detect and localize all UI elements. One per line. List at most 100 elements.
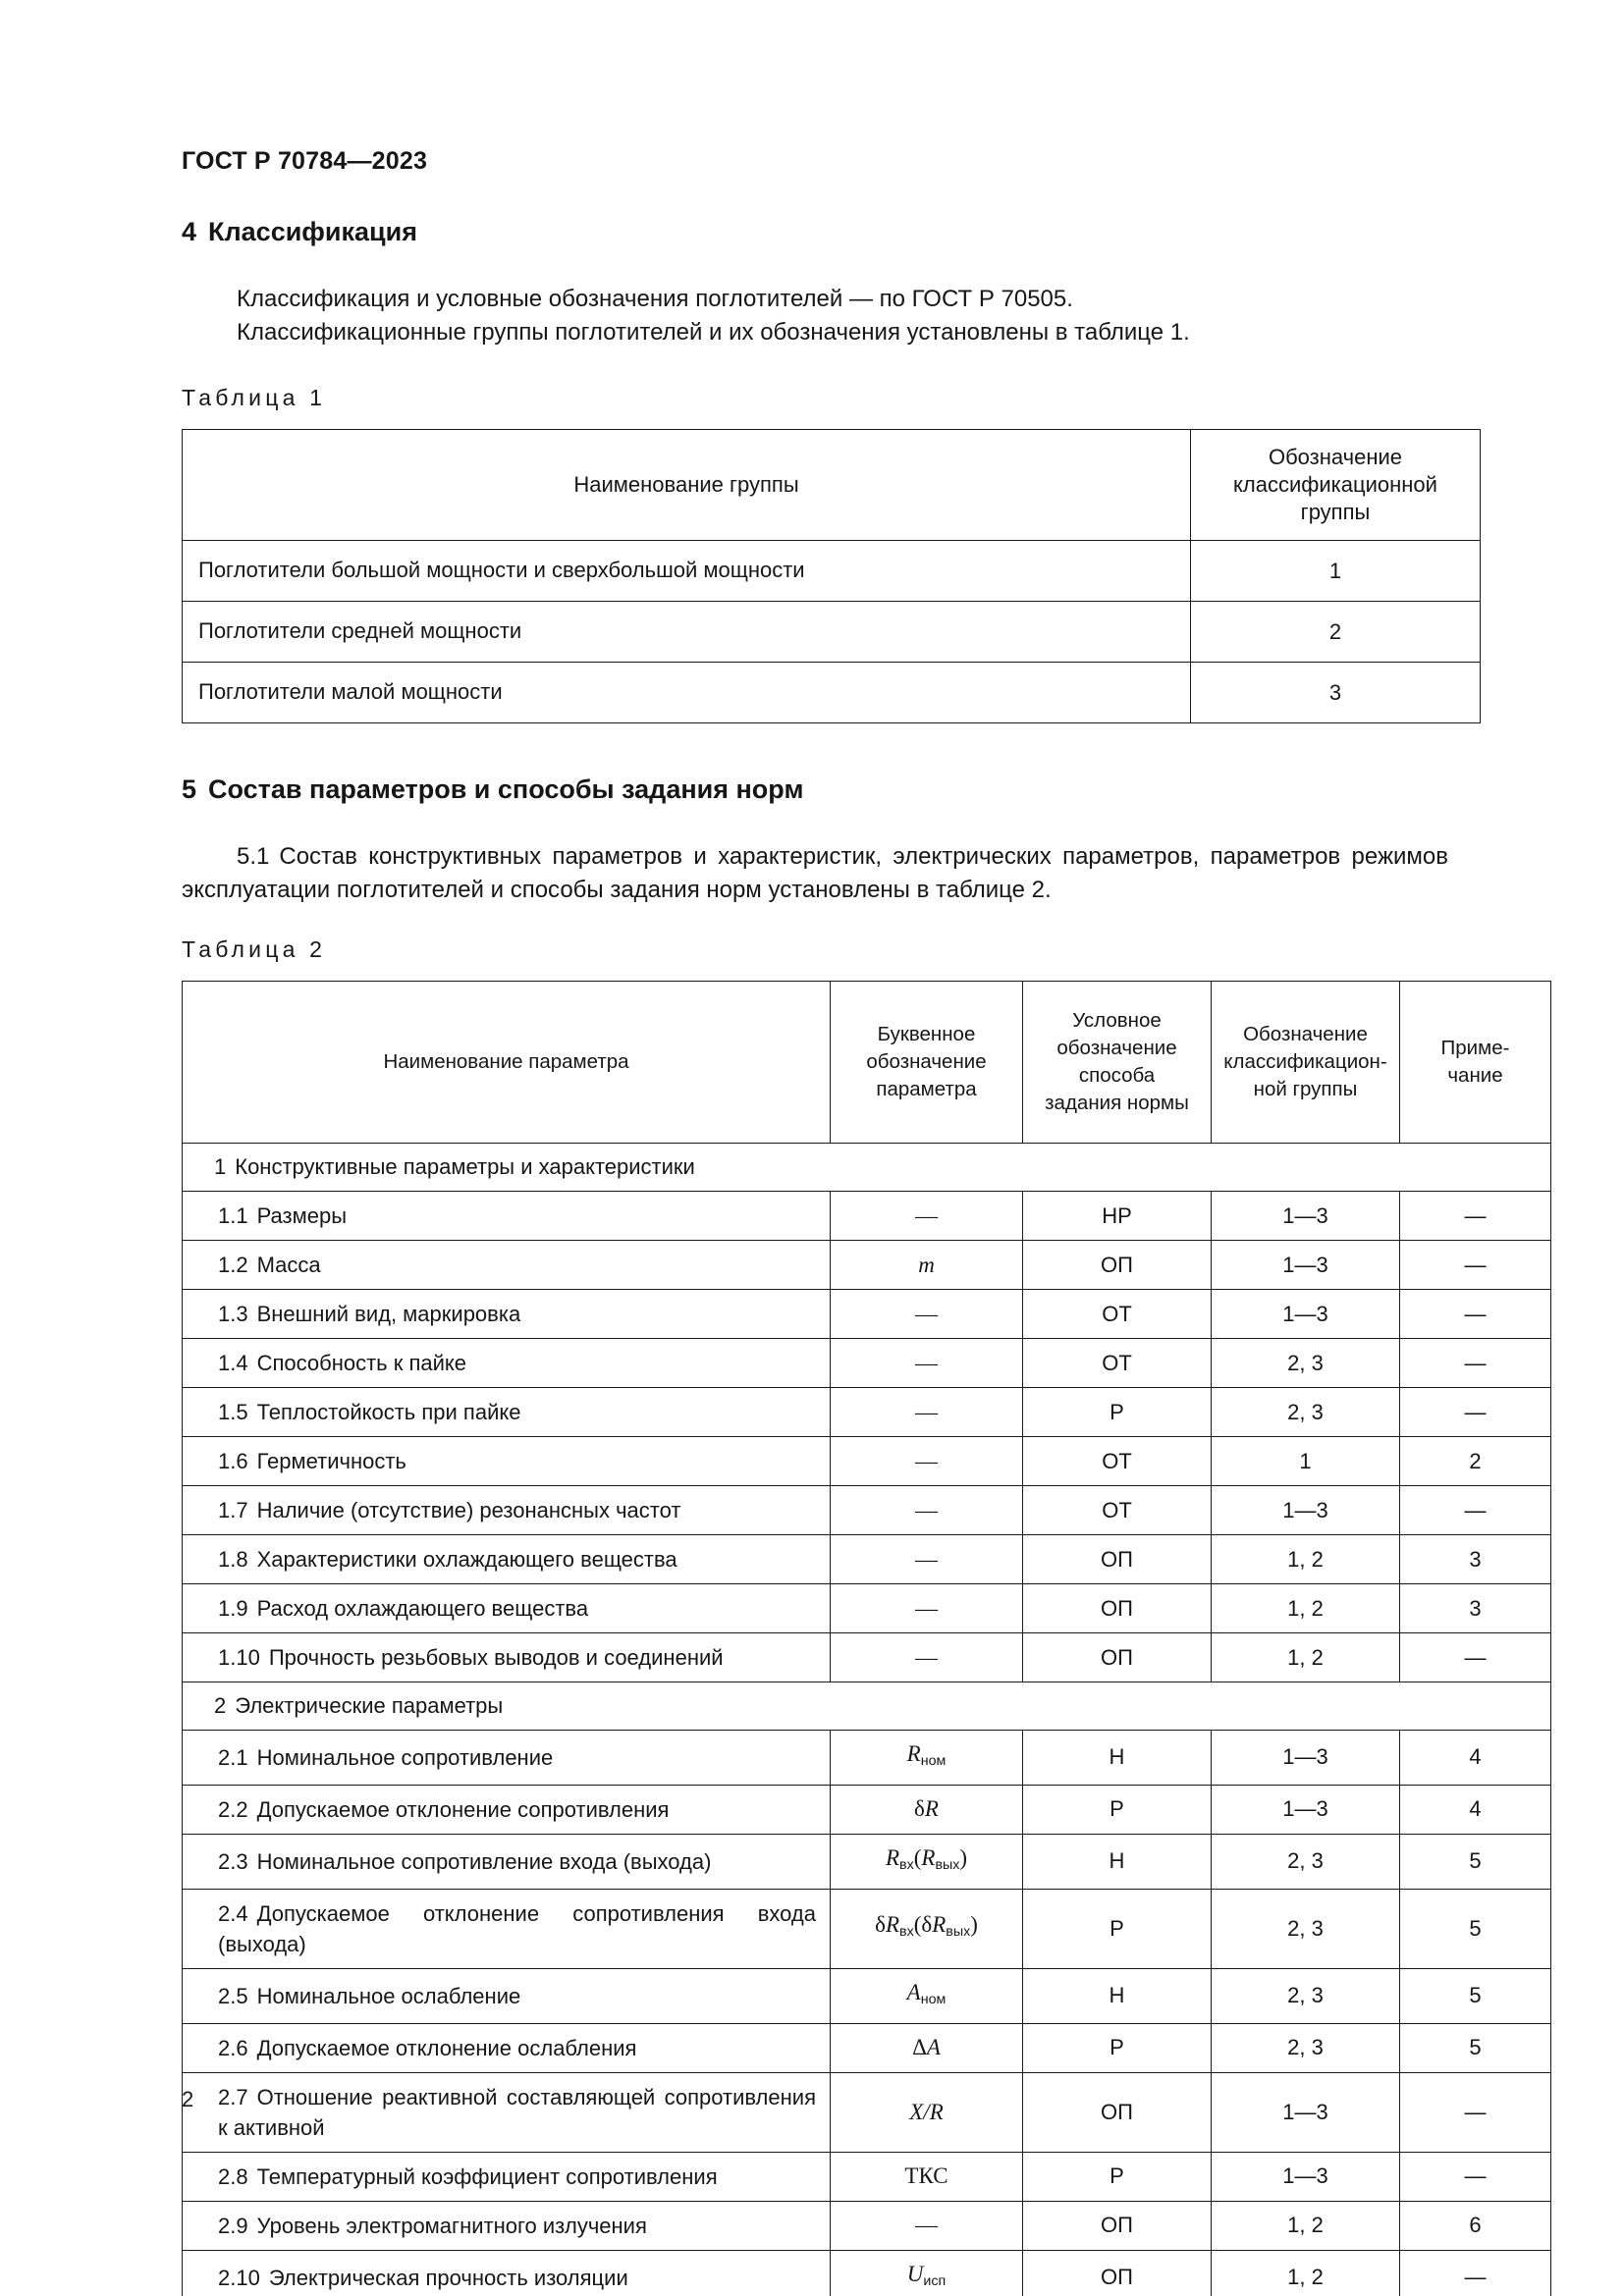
group-number: 2: [214, 1693, 227, 1718]
letter-designation-cell: ΔA: [830, 2022, 1023, 2073]
parameter-label: Масса: [256, 1253, 321, 1277]
table-1-caption: Таблица 1: [182, 385, 327, 410]
note-cell: 3: [1399, 1583, 1551, 1633]
table-group-heading-row: 1 Конструктивные параметры и характеристи…: [182, 1143, 1551, 1192]
header-line: ной группы: [1253, 1078, 1358, 1100]
parameter-number: 1.5: [218, 1400, 248, 1424]
header-line: Приме-: [1440, 1037, 1510, 1059]
parameter-label: Допускаемое отклонение ослабления: [256, 2035, 637, 2060]
table-row: 1.3 Внешний вид, маркировка — ОТ 1—3—: [182, 1289, 1551, 1339]
section-4-heading: 4 Классификация: [182, 217, 1448, 247]
section-4-paragraph-1-text: Классификация и условные обозначения пог…: [237, 286, 1073, 312]
parameter-name-cell: 2.4 Допускаемое отклонение сопротивления …: [182, 1888, 831, 1969]
table-1-head: Наименование группы Обозначение классифи…: [182, 429, 1481, 541]
norm-method-cell: Р: [1022, 1888, 1212, 1969]
parameter-number: 2.2: [218, 1796, 248, 1822]
parameter-label: Характеристики охлаждающего вещества: [256, 1547, 677, 1572]
norm-method-cell: ОТ: [1022, 1436, 1212, 1486]
note-cell: —: [1399, 1387, 1551, 1437]
running-header: ГОСТ Р 70784—2023: [182, 147, 428, 175]
table-row: Поглотители средней мощности 2: [182, 601, 1481, 663]
section-5-title: Состав параметров и способы задания норм: [208, 774, 804, 804]
note-cell: 4: [1399, 1784, 1551, 1835]
parameter-name-cell: 1.4 Способность к пайке: [182, 1338, 831, 1388]
class-group-cell: 1—3: [1211, 1240, 1400, 1290]
letter-designation-cell: X/R: [830, 2071, 1023, 2153]
parameter-number: 2.1: [218, 1744, 248, 1770]
group-name-cell: Поглотители малой мощности: [182, 662, 1191, 723]
parameter-label: Внешний вид, маркировка: [256, 1302, 521, 1326]
class-group-cell: 1—3: [1211, 2151, 1400, 2202]
table-row: 1.5 Теплостойкость при пайке — Р 2, 3—: [182, 1387, 1551, 1437]
class-group-cell: 1: [1211, 1436, 1400, 1486]
parameter-name-cell: 2.7 Отношение реактивной составляющей соп…: [182, 2071, 831, 2153]
group-title: Конструктивные параметры и характеристик…: [235, 1154, 695, 1179]
norm-method-cell: Н: [1022, 1967, 1212, 2024]
section-4-number: 4: [182, 217, 197, 246]
norm-method-cell: Н: [1022, 1833, 1212, 1890]
table-2-header-norm-method: Условное обозначение способа задания нормы: [1022, 981, 1212, 1144]
note-cell: —: [1399, 1632, 1551, 1682]
note-cell: —: [1399, 2249, 1551, 2296]
parameter-label: Электрическая прочность изоляции: [268, 2265, 628, 2290]
note-cell: —: [1399, 2071, 1551, 2153]
table-1-body: Поглотители большой мощности и сверхболь…: [182, 540, 1481, 723]
parameter-label: Температурный коэффициент сопротивления: [256, 2163, 718, 2189]
table-2-head: Наименование параметра Буквенное обозначе…: [182, 981, 1551, 1144]
parameter-name-cell: 1.3 Внешний вид, маркировка: [182, 1289, 831, 1339]
table-row: 2.7 Отношение реактивной составляющей соп…: [182, 2071, 1551, 2153]
norm-method-cell: Н: [1022, 1730, 1212, 1786]
parameter-label: Уровень электромагнитного излучения: [256, 2213, 647, 2238]
note-cell: —: [1399, 1240, 1551, 1290]
parameter-number: 1.8: [218, 1547, 248, 1572]
table-row: 1.10 Прочность резьбовых выводов и соедин…: [182, 1632, 1551, 1682]
letter-designation-cell: —: [830, 1338, 1023, 1388]
parameter-label: Допускаемое отклонение сопротивления вхо…: [218, 1900, 816, 1956]
parameter-name-cell: 2.1 Номинальное сопротивление: [182, 1730, 831, 1786]
header-line: Обозначение: [1243, 1023, 1368, 1045]
norm-method-cell: Р: [1022, 2151, 1212, 2202]
note-cell: 5: [1399, 1967, 1551, 2024]
norm-method-cell: ОТ: [1022, 1485, 1212, 1535]
class-group-cell: 1, 2: [1211, 2249, 1400, 2296]
letter-designation-cell: —: [830, 1583, 1023, 1633]
note-cell: —: [1399, 1485, 1551, 1535]
parameter-label: Номинальное сопротивление: [256, 1744, 554, 1770]
class-group-cell: 2, 3: [1211, 1833, 1400, 1890]
table-1-header-designation: Обозначение классификационной группы: [1190, 429, 1481, 541]
header-line: Буквенное: [877, 1023, 976, 1045]
parameter-name-cell: 2.8 Температурный коэффициент сопротивлен…: [182, 2151, 831, 2202]
parameter-name-cell: 1.5 Теплостойкость при пайке: [182, 1387, 831, 1437]
class-group-cell: 1, 2: [1211, 1632, 1400, 1682]
letter-designation-cell: —: [830, 1632, 1023, 1682]
table-1-header-designation-line-2: классификационной группы: [1233, 472, 1437, 524]
norm-method-cell: ОП: [1022, 2071, 1212, 2153]
parameter-name-cell: 1.10 Прочность резьбовых выводов и соедин…: [182, 1632, 831, 1682]
parameter-number: 1.2: [218, 1253, 248, 1277]
parameter-number: 2.4: [218, 1900, 248, 1926]
table-row: Поглотители малой мощности 3: [182, 662, 1481, 723]
class-group-cell: 1, 2: [1211, 2200, 1400, 2251]
note-cell: —: [1399, 1191, 1551, 1241]
section-5-number: 5: [182, 774, 197, 804]
note-cell: —: [1399, 2151, 1551, 2202]
parameter-label: Допускаемое отклонение сопротивления: [256, 1796, 670, 1822]
clause-5-1-text: Состав конструктивных параметров и харак…: [182, 843, 1448, 903]
section-5-heading: 5 Состав параметров и способы задания нор…: [182, 774, 1448, 805]
table-1-header-name: Наименование группы: [182, 429, 1191, 541]
class-group-cell: 1, 2: [1211, 1583, 1400, 1633]
letter-designation-cell: Rвх(Rвых): [830, 1833, 1023, 1890]
table-row: 1.1 Размеры — НР 1—3—: [182, 1191, 1551, 1241]
parameter-number: 1.4: [218, 1351, 248, 1375]
class-group-cell: 1, 2: [1211, 1534, 1400, 1584]
header-line: чание: [1447, 1064, 1503, 1087]
table-2-header-parameter-name: Наименование параметра: [182, 981, 831, 1144]
table-row: 1.2 Масса m ОП 1—3—: [182, 1240, 1551, 1290]
class-group-cell: 1—3: [1211, 1485, 1400, 1535]
parameter-label: Способность к пайке: [256, 1351, 467, 1375]
parameter-label: Прочность резьбовых выводов и соединений: [268, 1645, 724, 1670]
class-group-cell: 1—3: [1211, 1784, 1400, 1835]
parameter-label: Номинальное ослабление: [256, 1983, 521, 2008]
table-row: 1.6 Герметичность — ОТ 1 2: [182, 1436, 1551, 1486]
